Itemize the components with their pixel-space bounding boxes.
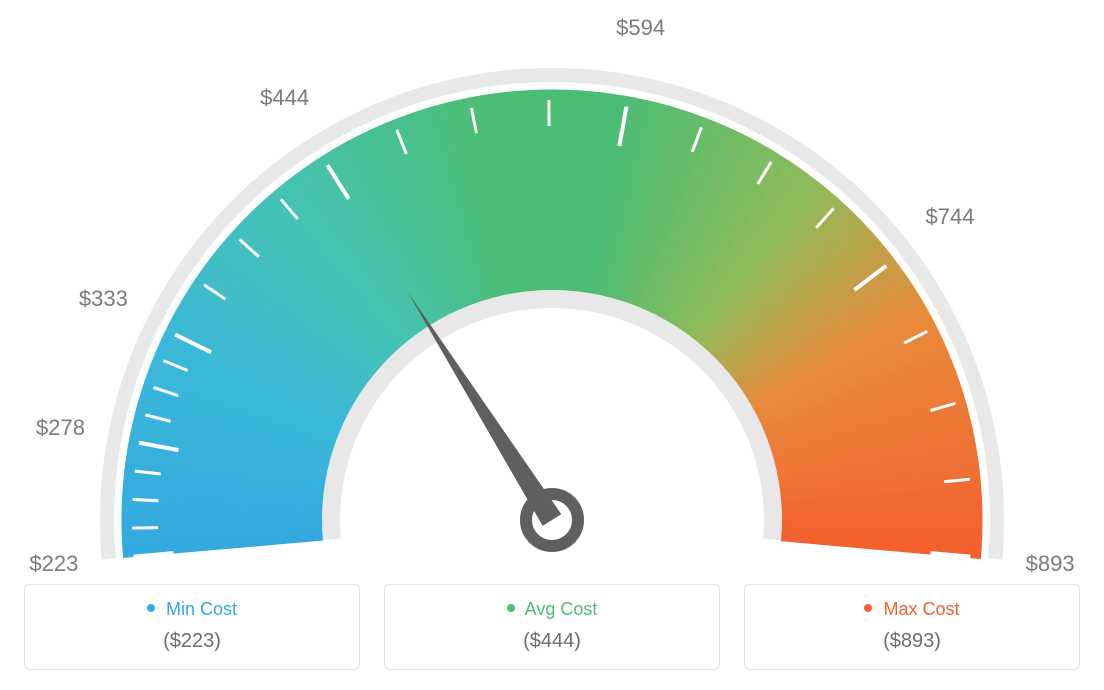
legend-label: Max Cost [745, 599, 1079, 620]
legend-row: Min Cost ($223) Avg Cost ($444) Max Cost… [24, 584, 1080, 670]
legend-label-text: Max Cost [883, 599, 959, 619]
legend-label: Avg Cost [385, 599, 719, 620]
cost-gauge: $223 $278 $333 $444 $594 $744 $893 [0, 0, 1104, 580]
legend-card-min: Min Cost ($223) [24, 584, 360, 670]
legend-label-text: Min Cost [166, 599, 237, 619]
legend-label-text: Avg Cost [525, 599, 598, 619]
gauge-tick-label: $744 [925, 204, 974, 230]
gauge-tick-label: $333 [79, 286, 128, 312]
legend-value: ($893) [745, 630, 1079, 653]
legend-value: ($223) [25, 630, 359, 653]
gauge-tick-label: $278 [36, 415, 85, 441]
legend-value: ($444) [385, 630, 719, 653]
gauge-tick-label: $893 [1026, 551, 1075, 577]
gauge-tick-label: $594 [616, 15, 665, 41]
legend-dot-avg [507, 604, 515, 612]
gauge-tick-label: $223 [29, 551, 78, 577]
legend-card-avg: Avg Cost ($444) [384, 584, 720, 670]
legend-card-max: Max Cost ($893) [744, 584, 1080, 670]
legend-label: Min Cost [25, 599, 359, 620]
legend-dot-max [864, 604, 872, 612]
gauge-tick-label: $444 [260, 85, 309, 111]
legend-dot-min [147, 604, 155, 612]
gauge-svg [0, 0, 1104, 580]
